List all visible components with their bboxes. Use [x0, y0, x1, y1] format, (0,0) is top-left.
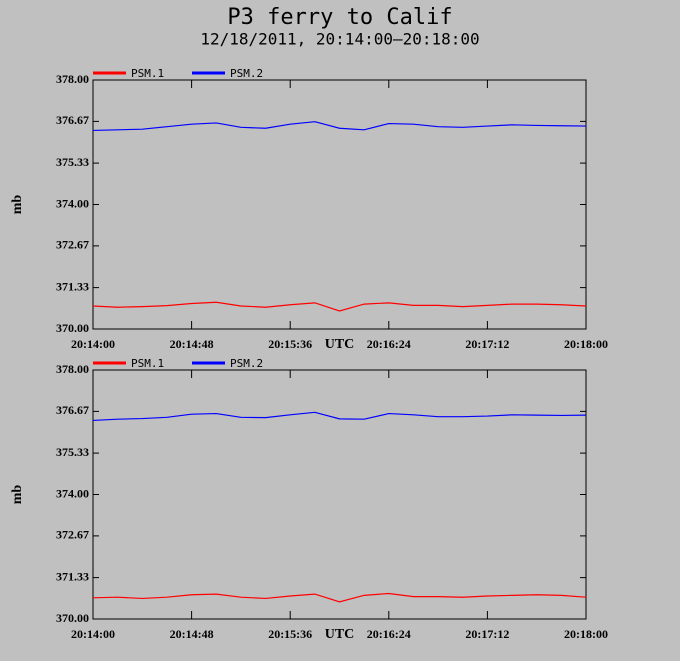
y-tick-label: 378.00	[56, 72, 89, 86]
y-tick-label: 370.00	[56, 611, 89, 625]
legend-label: PSM.2	[230, 357, 263, 370]
x-tick-label: 20:15:36	[268, 337, 312, 351]
y-tick-label: 376.67	[56, 403, 89, 417]
y-tick-label: 371.33	[56, 279, 89, 293]
x-tick-label: 20:14:48	[170, 337, 214, 351]
x-tick-label: 20:18:00	[564, 627, 608, 641]
x-tick-label: 20:17:12	[465, 337, 509, 351]
x-tick-label: 20:17:12	[465, 627, 509, 641]
y-tick-label: 376.67	[56, 113, 89, 127]
chart-subtitle: 12/18/2011, 20:14:00–20:18:00	[200, 30, 479, 49]
x-axis-label: UTC	[325, 627, 355, 642]
y-tick-label: 370.00	[56, 321, 89, 335]
y-axis-label: mb	[10, 485, 25, 505]
x-tick-label: 20:14:00	[71, 337, 115, 351]
data-line	[92, 592, 587, 603]
x-axis-label: UTC	[325, 337, 355, 352]
chart-title: P3 ferry to Calif	[227, 5, 452, 30]
x-tick-label: 20:14:48	[170, 627, 214, 641]
y-tick-label: 372.67	[56, 528, 89, 542]
y-tick-label: 374.00	[56, 486, 89, 500]
legend-label: PSM.2	[230, 67, 263, 80]
y-axis-label: mb	[10, 195, 25, 215]
legend-label: PSM.1	[131, 67, 164, 80]
x-tick-label: 20:15:36	[268, 627, 312, 641]
y-tick-label: 372.67	[56, 238, 89, 252]
data-line	[92, 301, 587, 312]
x-tick-label: 20:16:24	[367, 337, 411, 351]
y-tick-label: 378.00	[56, 362, 89, 376]
legend-label: PSM.1	[131, 357, 164, 370]
x-tick-label: 20:14:00	[71, 627, 115, 641]
y-tick-label: 375.33	[56, 155, 89, 169]
y-tick-label: 374.00	[56, 196, 89, 210]
y-tick-label: 371.33	[56, 569, 89, 583]
x-tick-label: 20:16:24	[367, 627, 411, 641]
y-tick-label: 375.33	[56, 445, 89, 459]
data-line	[92, 121, 587, 132]
x-tick-label: 20:18:00	[564, 337, 608, 351]
data-line	[92, 411, 587, 422]
